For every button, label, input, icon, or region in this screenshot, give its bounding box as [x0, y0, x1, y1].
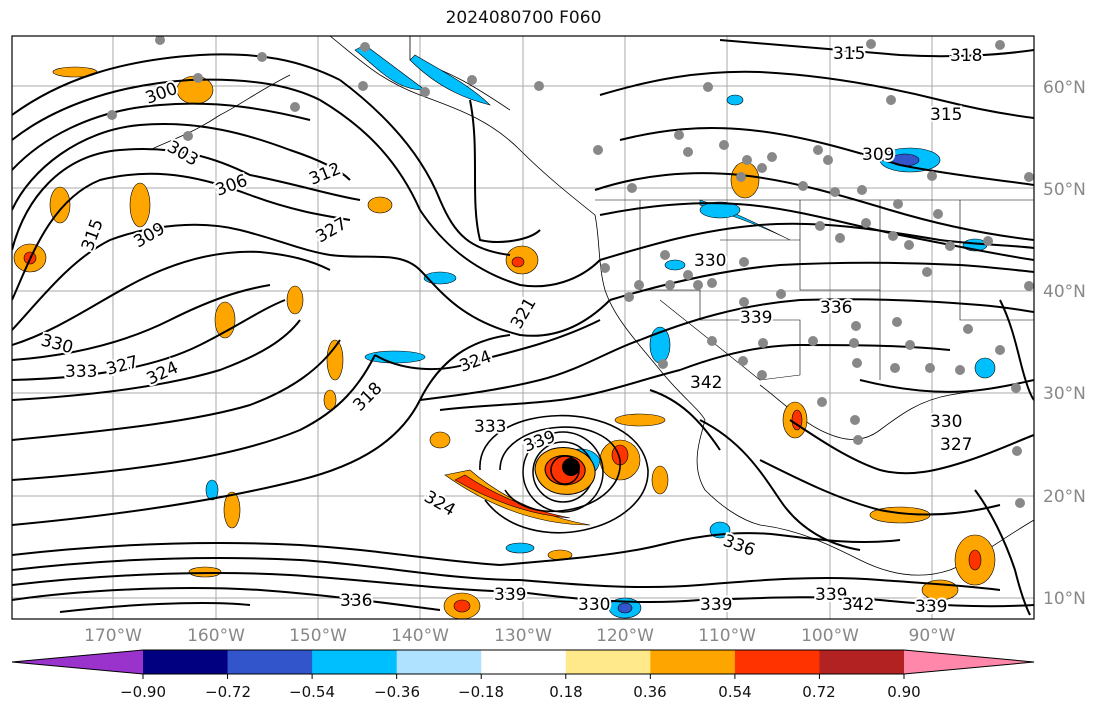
contour-label: 330 — [578, 595, 610, 615]
colorbar-segment — [143, 650, 229, 674]
lat-label: 60°N — [1043, 78, 1086, 98]
lon-label: 150°W — [289, 626, 347, 646]
contour-label: 342 — [690, 373, 722, 393]
colorbar-segment — [227, 650, 313, 674]
lon-label: 100°W — [801, 626, 859, 646]
colorbar-segment — [565, 650, 651, 674]
contour-label: 339 — [700, 595, 732, 615]
lat-label: 40°N — [1043, 282, 1086, 302]
colorbar-segment — [312, 650, 398, 674]
lon-label: 160°W — [187, 626, 245, 646]
colorbar-extend-high — [904, 650, 1034, 674]
lat-label: 10°N — [1043, 589, 1086, 609]
contour-label: 339 — [494, 585, 526, 605]
contour-label: 336 — [340, 591, 372, 611]
colorbar-segment — [819, 650, 905, 674]
lon-label: 90°W — [908, 626, 956, 646]
storm-center-marker — [562, 458, 580, 476]
map-frame — [11, 35, 1035, 620]
contour-label: 309 — [862, 145, 894, 165]
contour-label: 333 — [65, 362, 97, 382]
colorbar-segment — [650, 650, 736, 674]
colorbar-tick: −0.54 — [289, 683, 335, 701]
borders — [595, 199, 1034, 381]
contour-label: 330 — [694, 251, 726, 271]
contour-label: 339 — [915, 597, 947, 617]
colorbar-tick: −0.90 — [120, 683, 166, 701]
colorbar-tick: 0.72 — [802, 683, 836, 701]
lat-label: 20°N — [1043, 487, 1086, 507]
colorbar-tick: 0.18 — [549, 683, 583, 701]
map-title: 2024080700 F060 — [445, 8, 602, 28]
colorbar-tick: −0.36 — [374, 683, 420, 701]
lon-label: 130°W — [494, 626, 552, 646]
contour-label: 327 — [940, 435, 972, 455]
colorbar-segment — [481, 650, 567, 674]
colorbar-tick: 0.90 — [887, 683, 921, 701]
contour-label: 315 — [833, 44, 865, 64]
contour-label: 339 — [740, 308, 772, 328]
colorbar-tick: 0.36 — [633, 683, 667, 701]
colorbar-extend-low — [12, 650, 143, 674]
colorbar-segment — [734, 650, 820, 674]
lon-label: 140°W — [391, 626, 449, 646]
lat-label: 50°N — [1043, 180, 1086, 200]
lon-label: 170°W — [84, 626, 142, 646]
contour-label: 315 — [930, 105, 962, 125]
colorbar-tick: −0.18 — [458, 683, 504, 701]
isentropic-contours — [12, 39, 1034, 616]
contour-label: 336 — [820, 298, 852, 318]
shading-positive — [13, 66, 996, 619]
lon-label: 110°W — [698, 626, 756, 646]
contour-label: 333 — [474, 417, 506, 437]
colorbar-segment — [396, 650, 482, 674]
colorbar — [11, 649, 1035, 679]
contour-label: 342 — [842, 595, 874, 615]
lon-label: 120°W — [596, 626, 654, 646]
contour-label: 330 — [930, 412, 962, 432]
contour-label: 318 — [950, 46, 982, 66]
contour-label: 339 — [815, 585, 847, 605]
colorbar-tick: −0.72 — [205, 683, 251, 701]
colorbar-tick: 0.54 — [718, 683, 752, 701]
station-markers — [107, 36, 1034, 508]
lat-label: 30°N — [1043, 384, 1086, 404]
